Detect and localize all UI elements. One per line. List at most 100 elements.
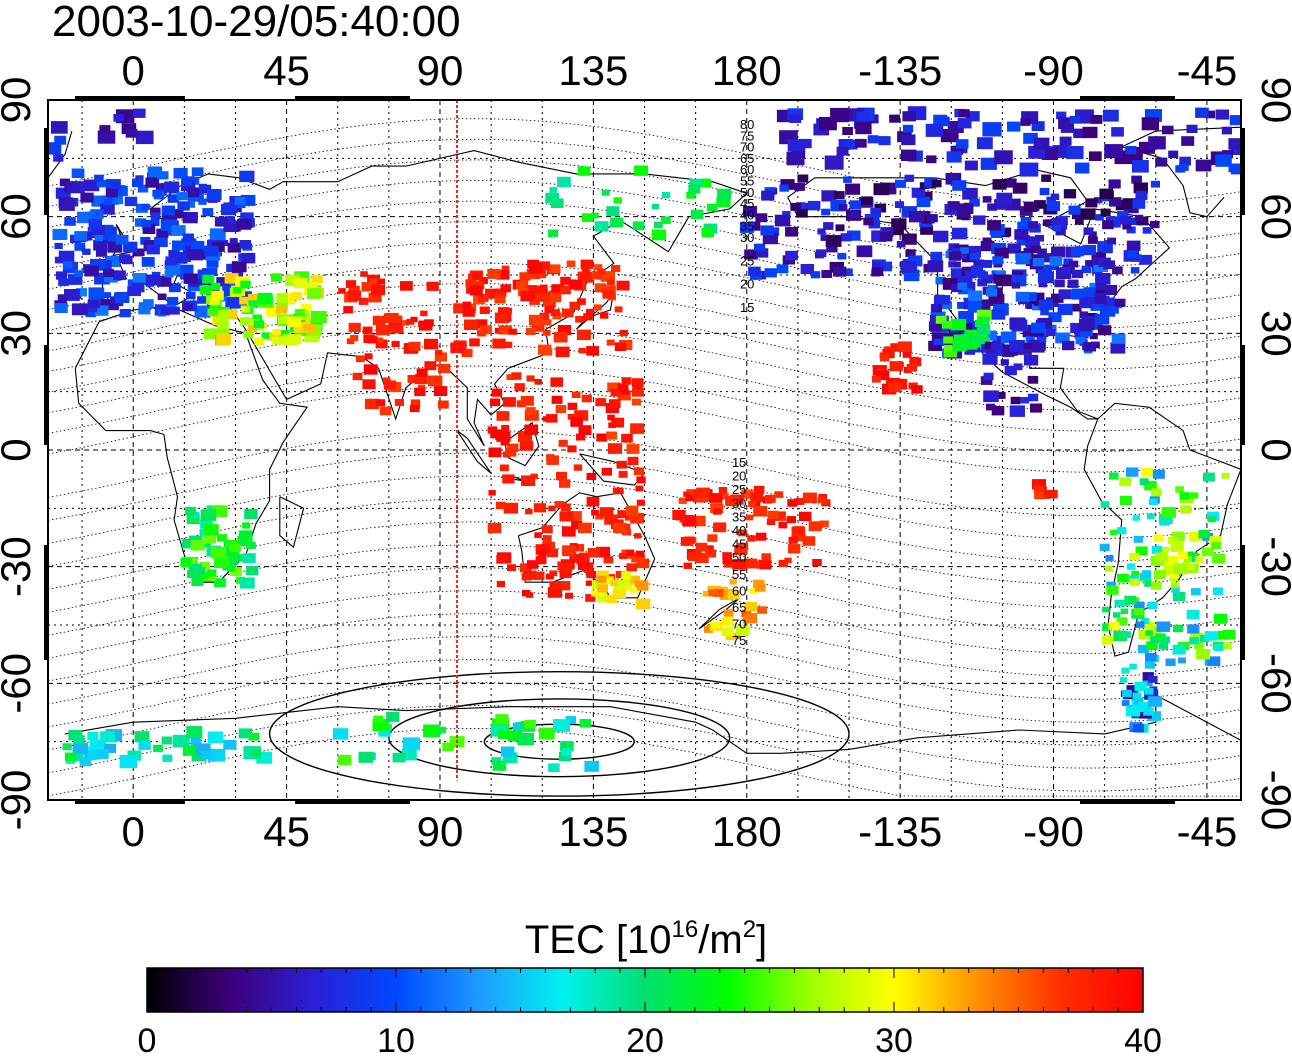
tec-patch: [141, 257, 155, 267]
tec-patch: [536, 293, 548, 302]
tec-patch: [562, 308, 574, 318]
contour-label: 60: [740, 162, 754, 177]
tec-patch: [239, 170, 255, 183]
tec-patch: [779, 111, 792, 122]
tec-patch: [962, 187, 978, 200]
tec-patch: [794, 182, 805, 191]
tec-patch: [177, 201, 190, 211]
tec-patch: [1059, 136, 1072, 146]
tec-patch: [1079, 318, 1095, 331]
tec-patch: [528, 314, 543, 326]
tec-patch: [1126, 685, 1139, 694]
tec-patch: [839, 204, 848, 211]
tec-patch: [84, 265, 99, 277]
colorbar-title-exponent: 16: [671, 916, 699, 943]
frame-bar-bottom: [1080, 800, 1175, 804]
tec-patch: [889, 361, 903, 372]
tec-patch: [1124, 595, 1137, 605]
tec-patch: [155, 183, 165, 190]
tec-patch: [377, 278, 385, 285]
tec-patch: [744, 601, 757, 612]
tec-patch: [241, 306, 250, 313]
tec-patch: [464, 319, 479, 330]
tec-patch: [526, 375, 535, 382]
tec-patch: [906, 363, 917, 372]
tec-patch: [360, 271, 368, 277]
tec-patch: [1151, 581, 1162, 590]
x-tick-label-top: -90: [1023, 47, 1084, 94]
tec-patch: [1000, 359, 1009, 366]
tec-patch: [505, 448, 517, 457]
tec-patch: [490, 429, 503, 439]
tec-patch: [586, 570, 597, 579]
tec-patch: [987, 220, 1001, 231]
tec-patch: [910, 356, 919, 363]
tec-patch: [586, 496, 600, 507]
tec-patch: [757, 606, 767, 614]
coastline: [74, 305, 309, 583]
tec-patch: [1004, 366, 1017, 376]
tec-patch: [1113, 612, 1121, 618]
tec-patch: [239, 240, 251, 249]
tec-patch: [1053, 225, 1062, 232]
tec-patch: [739, 222, 755, 233]
tec-patch: [612, 522, 627, 534]
tec-patch: [244, 508, 258, 519]
tec-patch: [976, 309, 992, 321]
tec-patch: [93, 239, 108, 251]
tec-patch: [462, 301, 472, 309]
tec-patch: [1038, 299, 1053, 311]
contour-label: 45: [732, 537, 746, 552]
tec-patch: [1151, 488, 1162, 497]
tec-patch: [585, 594, 596, 602]
tec-patch: [478, 277, 488, 284]
tec-patch: [524, 719, 536, 729]
tec-patch: [958, 311, 974, 323]
tec-patch: [760, 225, 774, 236]
tec-patch: [1186, 124, 1198, 133]
tec-patch: [59, 178, 70, 187]
tec-patch: [191, 750, 207, 762]
tec-patch: [870, 208, 881, 216]
tec-patch: [871, 375, 881, 383]
tec-patch: [942, 278, 959, 290]
tec-patch: [1121, 667, 1130, 674]
tec-patch: [1142, 227, 1152, 234]
tec-patch: [379, 728, 389, 736]
tec-patch: [821, 190, 837, 202]
tec-patch: [721, 627, 734, 637]
tec-patch: [1038, 271, 1054, 284]
tec-patch: [154, 236, 168, 248]
tec-patch: [1079, 298, 1093, 309]
tec-patch: [732, 633, 741, 640]
contour-label: 50: [732, 550, 746, 565]
tec-patch: [201, 750, 213, 760]
tec-patch: [890, 343, 902, 352]
tec-patch: [514, 383, 525, 391]
tec-patch: [653, 221, 663, 229]
tec-patch: [182, 745, 197, 756]
tec-patch: [925, 123, 944, 137]
tec-patch: [587, 548, 601, 558]
tec-patch: [343, 306, 353, 314]
tec-patch: [636, 476, 646, 484]
tec-patch: [515, 281, 527, 290]
tec-patch: [1198, 529, 1210, 539]
tec-patch: [1189, 637, 1199, 645]
tec-patch: [927, 260, 944, 273]
tec-patch: [1092, 257, 1103, 265]
tec-patch: [560, 276, 571, 285]
tec-patch: [194, 305, 211, 318]
tec-patch: [271, 274, 281, 282]
tec-patch: [471, 272, 482, 280]
tec-patch: [1107, 237, 1116, 245]
tec-patch: [243, 330, 254, 339]
tec-patch: [719, 589, 734, 600]
tec-patch: [790, 202, 801, 211]
tec-patch: [810, 271, 821, 279]
tec-patch: [1145, 630, 1153, 636]
x-tick-label-top: 0: [122, 47, 145, 94]
tec-patch: [1147, 601, 1158, 609]
tec-patch: [54, 242, 63, 250]
tec-patch: [1161, 546, 1170, 553]
